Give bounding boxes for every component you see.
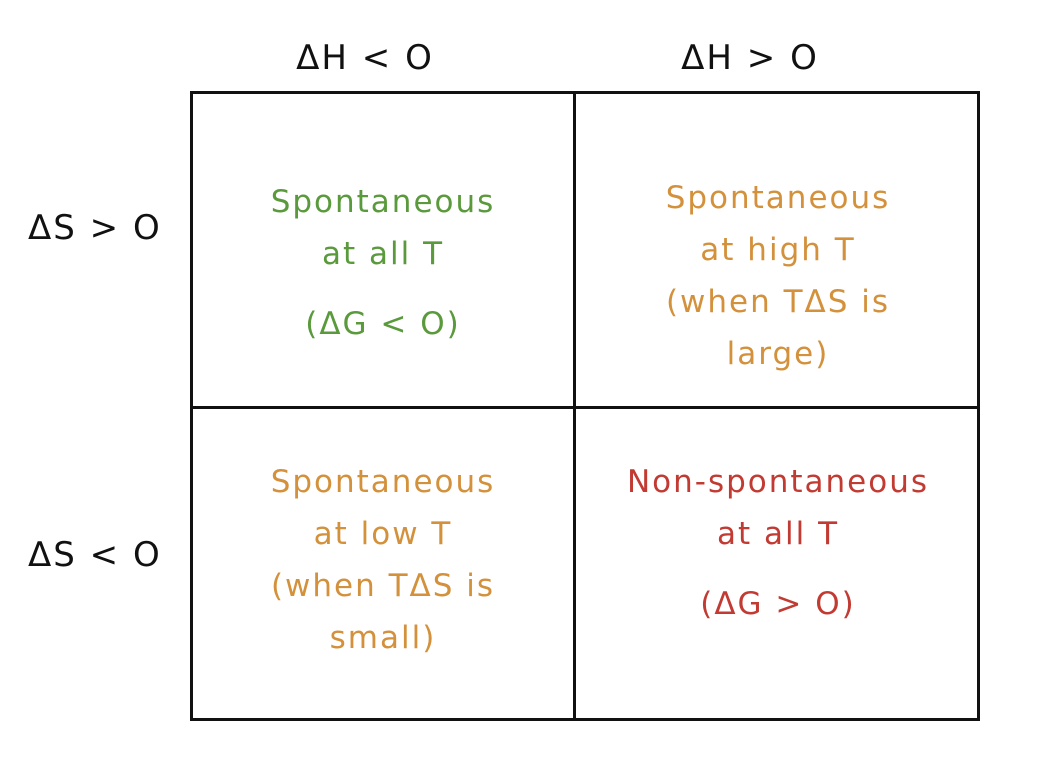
cell-non-spontaneous-all-t: Non-spontaneous at all T (ΔG > O) [576,456,980,630]
grid-horizontal-divider [193,406,977,409]
cell-spontaneous-low-t: Spontaneous at low T (when TΔS is small) [193,456,573,664]
cell-tr-line3: (when TΔS is [665,284,891,320]
cell-tl-line1: Spontaneous [270,184,496,220]
cell-tl-line3: (ΔG < O) [305,306,461,342]
column-header-dh-positive: ΔH > O [681,38,819,78]
cell-br-line2: at all T [716,516,840,552]
spontaneity-grid: Spontaneous at all T (ΔG < O) Spontaneou… [190,91,980,721]
column-header-dh-negative: ΔH < O [296,38,434,78]
cell-br-line1: Non-spontaneous [626,464,930,500]
cell-spontaneous-high-t: Spontaneous at high T (when TΔS is large… [576,172,980,380]
cell-bl-line2: at low T [313,516,453,552]
cell-bl-line1: Spontaneous [270,464,496,500]
cell-tr-line2: at high T [700,232,856,268]
cell-bl-line4: small) [329,620,437,656]
cell-tr-line1: Spontaneous [665,180,891,216]
cell-br-line3: (ΔG > O) [700,586,856,622]
cell-tl-line2: at all T [321,236,445,272]
cell-spontaneous-all-t: Spontaneous at all T (ΔG < O) [193,176,573,350]
row-header-ds-negative: ΔS < O [28,535,162,575]
cell-tr-line4: large) [726,336,830,372]
cell-bl-line3: (when TΔS is [270,568,496,604]
row-header-ds-positive: ΔS > O [28,208,162,248]
